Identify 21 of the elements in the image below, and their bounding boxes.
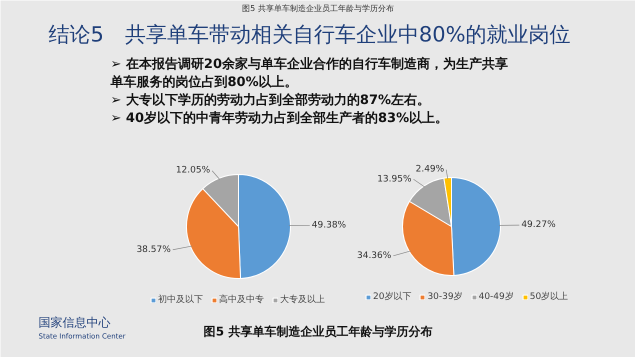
- data-label: 49.27%: [521, 220, 556, 230]
- legend-label: 高中及中专: [219, 294, 264, 306]
- legend-label: 30-39岁: [427, 290, 463, 303]
- legend-label: 初中及以下: [158, 294, 203, 306]
- data-label: 2.49%: [416, 164, 445, 175]
- data-label: 49.38%: [312, 220, 347, 230]
- chart-title: 结论5 共享单车带动相关自行车企业中80%的就业岗位: [48, 22, 571, 46]
- data-label: 34.36%: [356, 250, 392, 261]
- data-label: 12.05%: [176, 166, 211, 176]
- data-label: 38.57%: [136, 244, 172, 255]
- text: 国家信息中心: [38, 316, 110, 330]
- text: ➢ 40岁以下的中青年劳动力占到全部生产者的83%以上。: [110, 110, 448, 126]
- legend-label: 50岁以上: [530, 290, 568, 303]
- legend-label: 大专及以上: [280, 294, 325, 306]
- caption: 图5 共享单车制造企业员工年龄与学历分布: [242, 4, 394, 13]
- data-label: 13.95%: [377, 174, 412, 184]
- caption: 图5 共享单车制造企业员工年龄与学历分布: [204, 324, 432, 338]
- legend-label: 40-49岁: [478, 290, 514, 303]
- legend-label: 20岁以下: [373, 290, 412, 303]
- text: ➢ 大专以下学历的劳动力占到全部劳动力的87%左右。: [110, 92, 430, 108]
- text: ➢ 在本报告调研20余家与单车企业合作的自行车制造商，为生产共享单车服务的岗位占到80%以上。: [110, 56, 508, 90]
